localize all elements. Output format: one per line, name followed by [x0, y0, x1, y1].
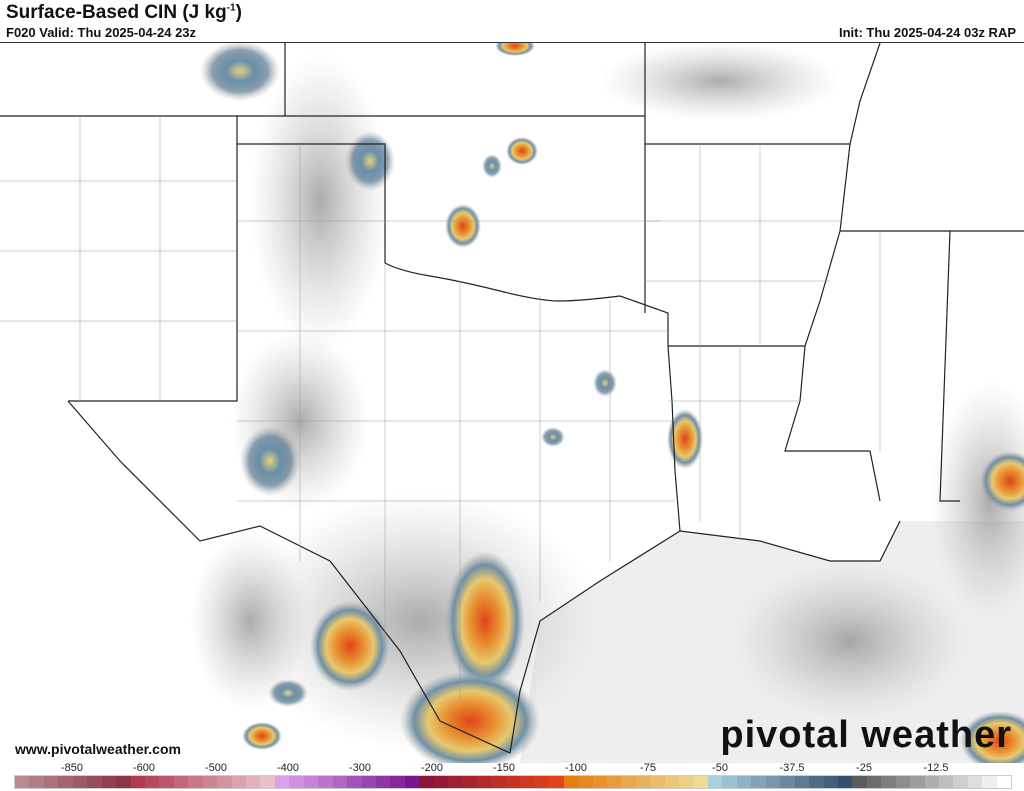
colorbar-swatch — [578, 776, 593, 788]
colorbar-swatch — [404, 776, 420, 788]
colorbar-swatch — [433, 776, 449, 788]
colorbar-tick-label: -400 — [276, 762, 300, 774]
colorbar-swatch — [462, 776, 477, 788]
state-borders — [0, 43, 1024, 754]
colorbar-swatch — [159, 776, 174, 788]
colorbar-swatch — [563, 776, 579, 788]
colorbar-swatch — [274, 776, 290, 788]
colorbar-swatch — [188, 776, 203, 788]
colorbar-swatch — [520, 776, 535, 788]
colorbar-tick-label: -850 — [60, 762, 84, 774]
init-time: Init: Thu 2025-04-24 03z RAP — [839, 25, 1016, 40]
colorbar-swatch — [173, 776, 189, 788]
colorbar-swatch — [505, 776, 521, 788]
colorbar-swatch — [303, 776, 319, 788]
colorbar-swatch — [708, 776, 723, 788]
colorbar-tick-label: -100 — [564, 762, 588, 774]
colorbar-swatch — [722, 776, 737, 788]
cin-shading — [190, 43, 1024, 763]
colorbar-tick-label: -300 — [348, 762, 372, 774]
colorbar-tick-label: -25 — [856, 762, 872, 774]
website-url[interactable]: www.pivotalweather.com — [12, 741, 184, 757]
colorbar-swatch — [953, 776, 968, 788]
colorbar-swatch — [448, 776, 463, 788]
colorbar-swatch — [996, 776, 1012, 788]
colorbar-swatch — [693, 776, 708, 788]
colorbar-swatch — [375, 776, 391, 788]
colorbar-tick-label: -75 — [640, 762, 656, 774]
colorbar-swatch — [866, 776, 882, 788]
colorbar-swatch — [101, 776, 117, 788]
title-text: Surface-Based CIN (J kg — [6, 2, 227, 23]
colorbar-tick-label: -200 — [420, 762, 444, 774]
colorbar-swatch — [217, 776, 232, 788]
colorbar-swatch — [87, 776, 102, 788]
colorbar-tick-label: -12.5 — [923, 762, 949, 774]
colorbar-swatch — [246, 776, 261, 788]
colorbar-swatch — [491, 776, 506, 788]
colorbar-swatch — [881, 776, 896, 788]
colorbar-swatch — [765, 776, 781, 788]
colorbar-tick-label: -150 — [492, 762, 516, 774]
colorbar-swatch — [347, 776, 362, 788]
colorbar-swatch — [477, 776, 492, 788]
colorbar-swatch — [260, 776, 275, 788]
colorbar-swatch — [852, 776, 867, 788]
colorbar-swatch — [910, 776, 925, 788]
colorbar-tick-label: -500 — [204, 762, 228, 774]
title-end: ) — [235, 2, 242, 23]
pivotal-weather-logo: pivotal weather — [720, 714, 1012, 756]
colorbar-swatch — [606, 776, 622, 788]
colorbar-swatch — [635, 776, 651, 788]
colorbar-swatch — [751, 776, 766, 788]
colorbar-swatch — [924, 776, 939, 788]
colorbar-swatch — [29, 776, 44, 788]
county-lines — [0, 116, 881, 701]
colorbar-swatch — [592, 776, 607, 788]
colorbar-tick-label: -37.5 — [779, 762, 805, 774]
colorbar-swatch — [130, 776, 145, 788]
map-title: Surface-Based CIN (J kg-1) — [6, 2, 242, 24]
colorbar-tick-label: -50 — [712, 762, 728, 774]
colorbar-swatch — [231, 776, 246, 788]
colorbar-swatch — [72, 776, 88, 788]
colorbar-swatch — [58, 776, 73, 788]
colorbar-swatch — [664, 776, 680, 788]
colorbar-tick-label: -600 — [132, 762, 156, 774]
colorbar-swatch — [289, 776, 304, 788]
colorbar-swatch — [332, 776, 348, 788]
colorbar-swatch — [736, 776, 752, 788]
colorbar-swatch — [823, 776, 838, 788]
colorbar-swatch — [982, 776, 997, 788]
colorbar-swatch — [895, 776, 911, 788]
colorbar-swatch — [809, 776, 824, 788]
colorbar-swatch — [967, 776, 983, 788]
colorbar-labels: -850 -600 -500 -400 -300 -200 -150 -100 -75 -50 -3… — [0, 762, 1024, 774]
cin-map — [0, 42, 1024, 763]
colorbar-swatch — [794, 776, 810, 788]
colorbar-swatch — [15, 776, 30, 788]
colorbar-swatch — [939, 776, 954, 788]
colorbar-swatch — [390, 776, 405, 788]
colorbar — [14, 775, 1012, 789]
colorbar-swatch — [202, 776, 218, 788]
colorbar-swatch — [318, 776, 333, 788]
colorbar-swatch — [549, 776, 564, 788]
colorbar-swatch — [144, 776, 160, 788]
colorbar-swatch — [534, 776, 550, 788]
valid-time: F020 Valid: Thu 2025-04-24 23z — [6, 25, 197, 40]
colorbar-swatch — [116, 776, 131, 788]
title-unit-exponent: -1 — [226, 2, 236, 14]
colorbar-swatch — [621, 776, 636, 788]
colorbar-swatch — [43, 776, 59, 788]
colorbar-swatch — [361, 776, 376, 788]
colorbar-swatch — [780, 776, 795, 788]
colorbar-swatch — [837, 776, 853, 788]
colorbar-swatch — [419, 776, 434, 788]
colorbar-swatch — [679, 776, 694, 788]
colorbar-swatch — [650, 776, 665, 788]
